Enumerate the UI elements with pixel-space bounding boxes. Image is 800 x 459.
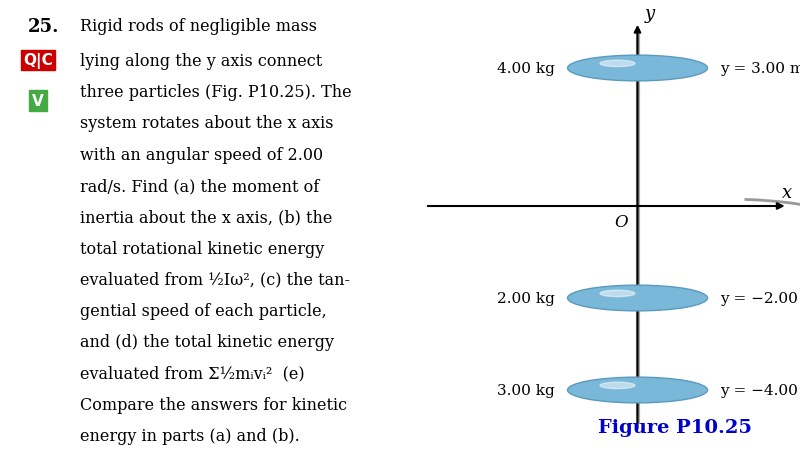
Text: 2.00 kg: 2.00 kg xyxy=(497,291,555,305)
Text: Q|C: Q|C xyxy=(23,53,53,69)
Text: 3.00 kg: 3.00 kg xyxy=(498,383,555,397)
Text: y: y xyxy=(645,5,655,23)
Text: Figure P10.25: Figure P10.25 xyxy=(598,418,752,436)
Circle shape xyxy=(567,56,707,82)
Text: x: x xyxy=(782,184,793,202)
Text: with an angular speed of 2.00: with an angular speed of 2.00 xyxy=(80,146,323,163)
Text: 4.00 kg: 4.00 kg xyxy=(497,62,555,76)
Text: lying along the y axis connect: lying along the y axis connect xyxy=(80,53,322,70)
Text: y = −2.00 m: y = −2.00 m xyxy=(720,291,800,305)
Circle shape xyxy=(567,377,707,403)
Text: total rotational kinetic energy: total rotational kinetic energy xyxy=(80,240,324,257)
Text: 25.: 25. xyxy=(28,18,59,36)
Text: system rotates about the x axis: system rotates about the x axis xyxy=(80,115,334,132)
Text: energy in parts (a) and (b).: energy in parts (a) and (b). xyxy=(80,427,300,444)
Text: gential speed of each particle,: gential speed of each particle, xyxy=(80,302,326,319)
Text: evaluated from ½Iω², (c) the tan-: evaluated from ½Iω², (c) the tan- xyxy=(80,271,350,288)
Text: inertia about the x axis, (b) the: inertia about the x axis, (b) the xyxy=(80,209,332,226)
Text: Compare the answers for kinetic: Compare the answers for kinetic xyxy=(80,396,347,413)
Text: y = 3.00 m: y = 3.00 m xyxy=(720,62,800,76)
Text: and (d) the total kinetic energy: and (d) the total kinetic energy xyxy=(80,334,334,351)
Text: y = −4.00 m: y = −4.00 m xyxy=(720,383,800,397)
Circle shape xyxy=(600,61,635,67)
Text: rad/s. Find (a) the moment of: rad/s. Find (a) the moment of xyxy=(80,178,319,195)
Circle shape xyxy=(567,285,707,311)
Text: Rigid rods of negligible mass: Rigid rods of negligible mass xyxy=(80,18,317,35)
Circle shape xyxy=(600,382,635,389)
Text: three particles (Fig. P10.25). The: three particles (Fig. P10.25). The xyxy=(80,84,352,101)
Circle shape xyxy=(600,291,635,297)
Text: O: O xyxy=(614,213,627,230)
Text: evaluated from Σ½mᵢvᵢ²  (e): evaluated from Σ½mᵢvᵢ² (e) xyxy=(80,365,305,382)
Text: V: V xyxy=(32,94,44,109)
